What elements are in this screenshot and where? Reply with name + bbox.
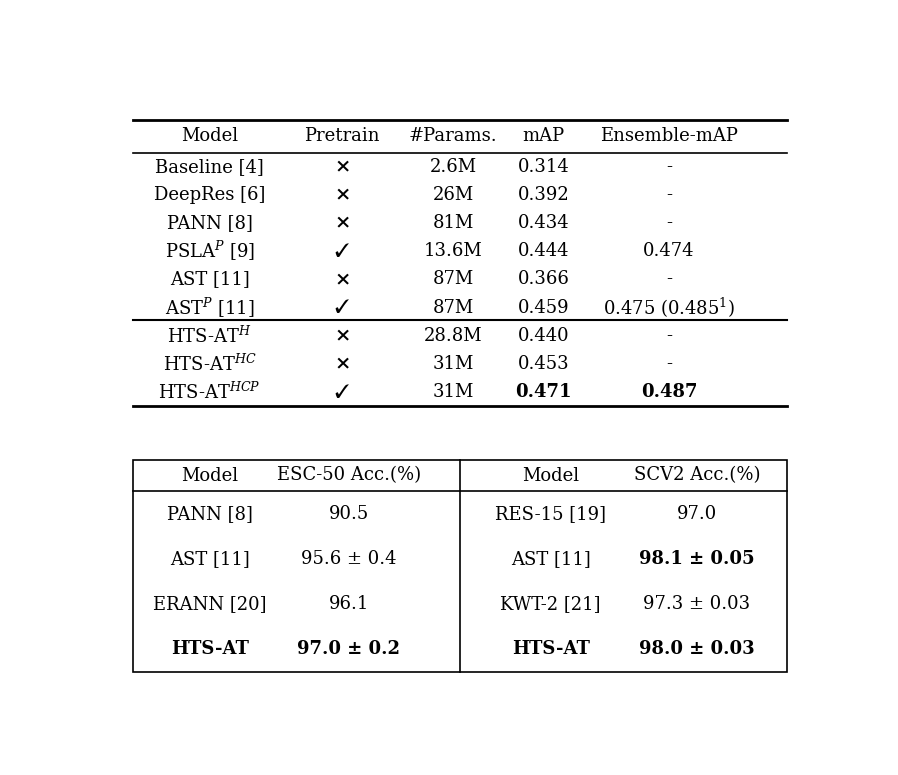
Text: 0.453: 0.453 — [518, 355, 569, 373]
Text: Model: Model — [181, 467, 238, 484]
Text: PANN [8]: PANN [8] — [167, 214, 252, 232]
Text: 0.474: 0.474 — [643, 243, 695, 260]
Text: HTS-AT$^{H}$: HTS-AT$^{H}$ — [167, 326, 252, 346]
Text: -: - — [666, 355, 672, 373]
Text: -: - — [666, 214, 672, 232]
Text: 26M: 26M — [433, 186, 474, 204]
Text: $\boldsymbol{\times}$: $\boldsymbol{\times}$ — [334, 326, 350, 346]
Text: $\checkmark$: $\checkmark$ — [334, 383, 350, 401]
Text: SCV2 Acc.(%): SCV2 Acc.(%) — [634, 467, 760, 484]
Text: $\checkmark$: $\checkmark$ — [334, 242, 350, 261]
Text: 31M: 31M — [433, 355, 474, 373]
Text: $\boldsymbol{\times}$: $\boldsymbol{\times}$ — [334, 354, 350, 374]
Text: 0.487: 0.487 — [641, 383, 697, 401]
Text: 98.1 ± 0.05: 98.1 ± 0.05 — [639, 549, 754, 568]
Text: 98.0 ± 0.03: 98.0 ± 0.03 — [639, 640, 754, 658]
Text: 0.459: 0.459 — [518, 298, 569, 317]
Text: Baseline [4]: Baseline [4] — [155, 158, 264, 176]
Text: DeepRes [6]: DeepRes [6] — [154, 186, 266, 204]
Text: Model: Model — [522, 467, 579, 484]
Text: Ensemble-mAP: Ensemble-mAP — [600, 127, 738, 145]
Text: 96.1: 96.1 — [329, 595, 369, 613]
Text: HTS-AT$^{HCP}$: HTS-AT$^{HCP}$ — [158, 381, 261, 403]
Text: AST$^{P}$ [11]: AST$^{P}$ [11] — [165, 295, 254, 320]
Text: 81M: 81M — [433, 214, 474, 232]
Text: $\checkmark$: $\checkmark$ — [334, 298, 350, 317]
Text: Model: Model — [181, 127, 238, 145]
Text: 87M: 87M — [433, 298, 474, 317]
Text: 0.444: 0.444 — [518, 243, 569, 260]
Text: ESC-50 Acc.(%): ESC-50 Acc.(%) — [277, 467, 421, 484]
Text: 0.366: 0.366 — [518, 270, 569, 288]
Text: -: - — [666, 158, 672, 176]
Text: PANN [8]: PANN [8] — [167, 505, 252, 522]
Text: 0.475 (0.485$^{1}$): 0.475 (0.485$^{1}$) — [603, 295, 735, 319]
Text: 97.0 ± 0.2: 97.0 ± 0.2 — [297, 640, 401, 658]
Text: 97.3 ± 0.03: 97.3 ± 0.03 — [643, 595, 751, 613]
Text: 90.5: 90.5 — [329, 505, 369, 522]
Text: AST [11]: AST [11] — [170, 270, 250, 288]
Text: 2.6M: 2.6M — [430, 158, 477, 176]
Text: mAP: mAP — [523, 127, 565, 145]
Text: HTS-AT$^{HC}$: HTS-AT$^{HC}$ — [163, 353, 257, 374]
Text: 87M: 87M — [433, 270, 474, 288]
Text: $\boldsymbol{\times}$: $\boldsymbol{\times}$ — [334, 185, 350, 205]
Text: 31M: 31M — [433, 383, 474, 401]
Text: 0.440: 0.440 — [518, 327, 569, 345]
Text: -: - — [666, 186, 672, 204]
Text: -: - — [666, 327, 672, 345]
Text: 0.434: 0.434 — [518, 214, 569, 232]
Text: HTS-AT: HTS-AT — [171, 640, 249, 658]
Text: 0.314: 0.314 — [518, 158, 569, 176]
Text: 0.471: 0.471 — [515, 383, 572, 401]
Text: 95.6 ± 0.4: 95.6 ± 0.4 — [301, 549, 397, 568]
Text: -: - — [666, 270, 672, 288]
Text: $\boldsymbol{\times}$: $\boldsymbol{\times}$ — [334, 270, 350, 289]
Text: RES-15 [19]: RES-15 [19] — [495, 505, 606, 522]
Text: HTS-AT: HTS-AT — [512, 640, 590, 658]
Text: PSLA$^{P}$ [9]: PSLA$^{P}$ [9] — [164, 239, 255, 264]
Text: 13.6M: 13.6M — [424, 243, 482, 260]
Text: ERANN [20]: ERANN [20] — [153, 595, 267, 613]
Text: KWT-2 [21]: KWT-2 [21] — [500, 595, 601, 613]
Text: 28.8M: 28.8M — [424, 327, 482, 345]
Text: AST [11]: AST [11] — [170, 549, 250, 568]
Text: Pretrain: Pretrain — [304, 127, 380, 145]
Text: 0.392: 0.392 — [518, 186, 569, 204]
Text: AST [11]: AST [11] — [511, 549, 591, 568]
Text: 97.0: 97.0 — [677, 505, 717, 522]
Text: #Params.: #Params. — [409, 127, 497, 145]
Text: $\boldsymbol{\times}$: $\boldsymbol{\times}$ — [334, 157, 350, 176]
Bar — [133, 460, 788, 672]
Text: $\boldsymbol{\times}$: $\boldsymbol{\times}$ — [334, 214, 350, 232]
